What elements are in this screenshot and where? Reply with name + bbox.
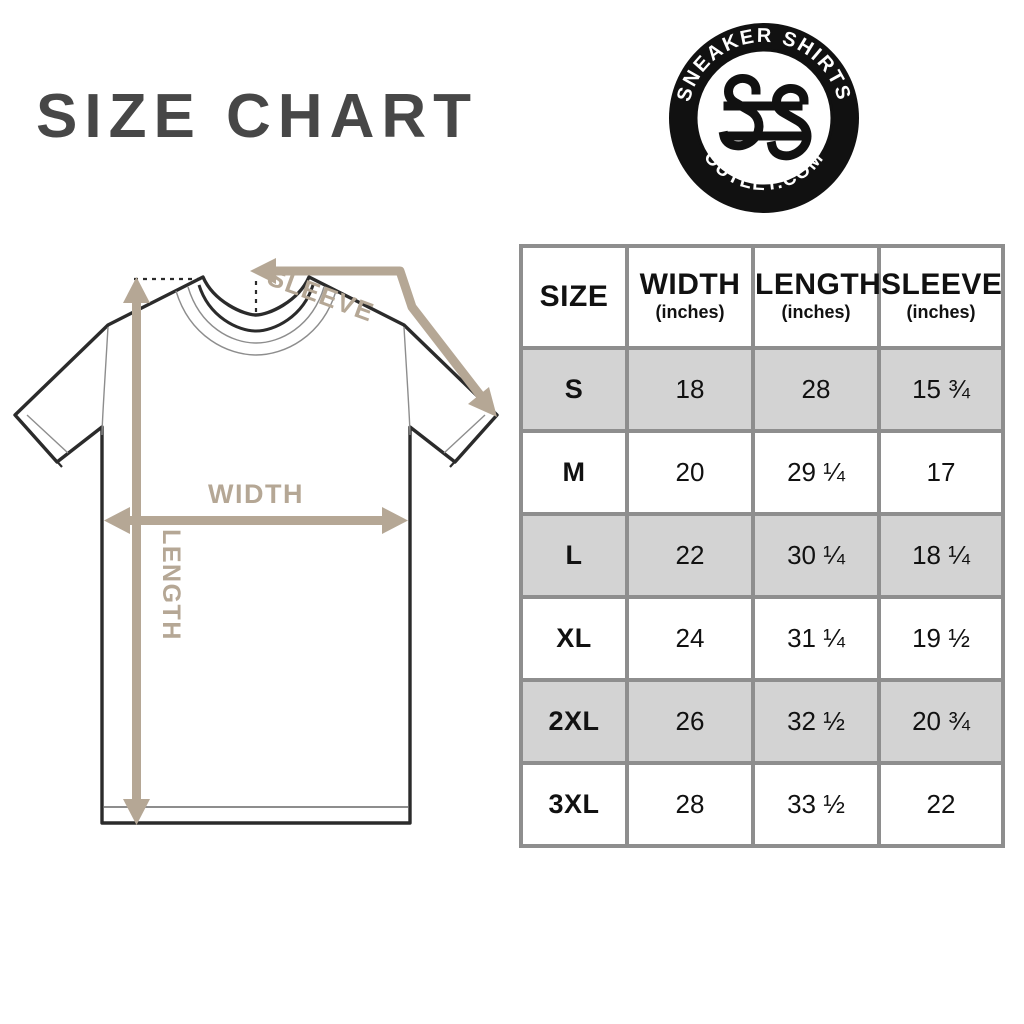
cell-length: 33 ½ [751, 761, 881, 848]
column-header-size-main: SIZE [539, 279, 609, 313]
table-row: L 22 30 ¼ 18 ¼ [519, 512, 1005, 599]
cell-sleeve: 19 ½ [877, 595, 1005, 682]
column-header-sleeve: SLEEVE (inches) [877, 244, 1005, 350]
tshirt-diagram-svg: SLEEVE WIDTH LENGTH [13, 258, 499, 825]
size-table-body: S 18 28 15 ¾ M 20 29 ¼ 17 L 22 30 ¼ 18 ¼ XL 24 31 ¼ 19 … [519, 346, 1005, 848]
table-row: 2XL 26 32 ½ 20 ¾ [519, 678, 1005, 765]
table-row: XL 24 31 ¼ 19 ½ [519, 595, 1005, 682]
cell-sleeve: 17 [877, 429, 1005, 516]
logo-monogram-ss [718, 73, 812, 161]
cell-width: 28 [625, 761, 755, 848]
column-header-sleeve-sub: (inches) [906, 302, 976, 323]
cell-width: 18 [625, 346, 755, 433]
length-arrow-head-top [123, 277, 150, 303]
width-arrow-shaft [116, 516, 396, 525]
length-measure-arrow [123, 277, 150, 825]
brand-logo-svg: SNEAKER SHIRTS OUTLET.COM [669, 23, 859, 213]
width-measure-arrow [104, 507, 408, 534]
table-row: 3XL 28 33 ½ 22 [519, 761, 1005, 848]
cell-length: 30 ¼ [751, 512, 881, 599]
tshirt-seams [26, 326, 486, 454]
column-header-length: LENGTH (inches) [751, 244, 882, 350]
page-title: SIZE CHART [36, 82, 478, 151]
cell-length: 31 ¼ [751, 595, 881, 682]
table-row: S 18 28 15 ¾ [519, 346, 1005, 433]
sleeve-arrow-head-right [468, 387, 497, 417]
brand-logo: SNEAKER SHIRTS OUTLET.COM [664, 18, 864, 218]
sleeve-arrow-heads [250, 258, 497, 417]
tshirt-diagram: SLEEVE WIDTH LENGTH [0, 255, 512, 855]
cell-size: XL [519, 595, 629, 682]
column-header-size: SIZE [519, 244, 629, 350]
cell-length: 32 ½ [751, 678, 881, 765]
width-arrow-head-right [382, 507, 408, 534]
cell-width: 22 [625, 512, 755, 599]
cell-size: S [519, 346, 629, 433]
cell-sleeve: 18 ¼ [877, 512, 1005, 599]
tshirt-collar [197, 284, 315, 333]
column-header-width-main: WIDTH [639, 268, 741, 302]
table-row: M 20 29 ¼ 17 [519, 429, 1005, 516]
measure-guide-dotted [134, 277, 258, 317]
column-header-width-sub: (inches) [655, 302, 725, 323]
length-arrow-shaft [132, 289, 141, 813]
cell-width: 24 [625, 595, 755, 682]
cell-size: L [519, 512, 629, 599]
length-label: LENGTH [157, 529, 185, 641]
column-header-sleeve-main: SLEEVE [881, 268, 1003, 302]
tshirt-collar-inner-lines [175, 286, 337, 356]
cell-sleeve: 22 [877, 761, 1005, 848]
column-header-width: WIDTH (inches) [625, 244, 755, 350]
cell-width: 26 [625, 678, 755, 765]
sleeve-measure-arrow [268, 266, 484, 398]
column-header-length-main: LENGTH [755, 268, 882, 302]
cell-length: 28 [751, 346, 881, 433]
cell-size: 2XL [519, 678, 629, 765]
tshirt-sleeve-hems [19, 419, 493, 468]
sleeve-arrow-head-left [250, 258, 276, 284]
cell-sleeve: 15 ¾ [877, 346, 1005, 433]
cell-size: 3XL [519, 761, 629, 848]
column-header-length-sub: (inches) [781, 302, 851, 323]
tshirt-outline [13, 275, 499, 825]
size-table-header-row: SIZE WIDTH (inches) LENGTH (inches) SLEE… [519, 244, 1005, 350]
size-table: SIZE WIDTH (inches) LENGTH (inches) SLEE… [519, 244, 1005, 848]
length-arrow-head-bottom [123, 799, 150, 825]
cell-sleeve: 20 ¾ [877, 678, 1005, 765]
width-label: WIDTH [208, 479, 304, 509]
cell-size: M [519, 429, 629, 516]
logo-inner-ring [694, 48, 834, 188]
size-table-header: SIZE WIDTH (inches) LENGTH (inches) SLEE… [519, 244, 1005, 350]
cell-width: 20 [625, 429, 755, 516]
cell-length: 29 ¼ [751, 429, 881, 516]
width-arrow-head-left [104, 507, 130, 534]
size-table-container: SIZE WIDTH (inches) LENGTH (inches) SLEE… [519, 244, 1005, 848]
